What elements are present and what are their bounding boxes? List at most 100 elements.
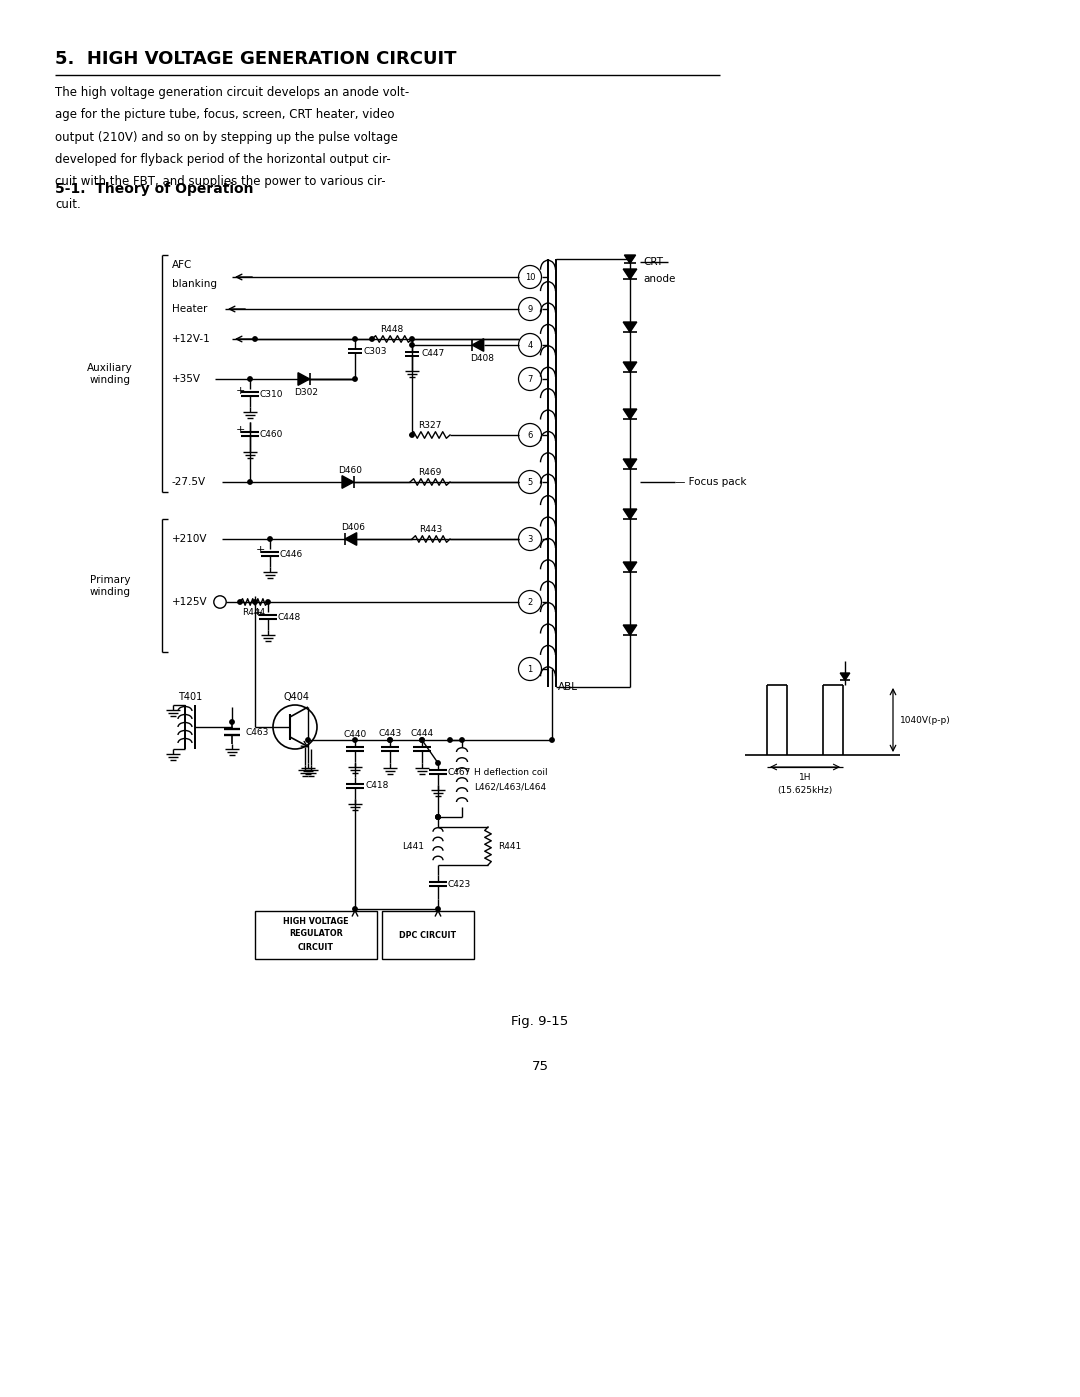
Text: +: + bbox=[254, 608, 264, 617]
Text: AFC: AFC bbox=[172, 260, 192, 270]
Text: L462/L463/L464: L462/L463/L464 bbox=[474, 782, 546, 792]
Circle shape bbox=[388, 738, 392, 742]
Circle shape bbox=[247, 479, 253, 485]
Text: C463: C463 bbox=[246, 728, 269, 736]
Text: cuit.: cuit. bbox=[55, 198, 81, 211]
Text: C446: C446 bbox=[280, 549, 303, 559]
Text: age for the picture tube, focus, screen, CRT heater, video: age for the picture tube, focus, screen,… bbox=[55, 108, 394, 122]
Text: R327: R327 bbox=[418, 420, 442, 429]
Polygon shape bbox=[623, 562, 637, 573]
Polygon shape bbox=[623, 270, 637, 279]
Text: C448: C448 bbox=[278, 612, 301, 622]
Text: — Focus pack: — Focus pack bbox=[675, 476, 746, 488]
Polygon shape bbox=[623, 624, 637, 636]
Circle shape bbox=[448, 738, 453, 742]
Text: C418: C418 bbox=[365, 781, 389, 791]
Polygon shape bbox=[840, 673, 850, 680]
Circle shape bbox=[409, 433, 415, 437]
Circle shape bbox=[253, 337, 257, 341]
Text: The high voltage generation circuit develops an anode volt-: The high voltage generation circuit deve… bbox=[55, 85, 409, 99]
Circle shape bbox=[353, 377, 357, 381]
Text: 5: 5 bbox=[527, 478, 532, 486]
Text: 10: 10 bbox=[525, 272, 536, 282]
Text: C310: C310 bbox=[260, 390, 283, 398]
Circle shape bbox=[420, 738, 424, 742]
Text: ABL: ABL bbox=[558, 682, 578, 692]
Text: D302: D302 bbox=[294, 387, 318, 397]
Polygon shape bbox=[623, 321, 637, 332]
Polygon shape bbox=[342, 476, 354, 489]
Circle shape bbox=[409, 342, 415, 348]
Text: D460: D460 bbox=[338, 465, 362, 475]
Text: (15.625kHz): (15.625kHz) bbox=[778, 785, 833, 795]
Text: +: + bbox=[256, 545, 266, 555]
Text: R448: R448 bbox=[380, 324, 404, 334]
Text: D408: D408 bbox=[470, 353, 494, 362]
Text: REGULATOR: REGULATOR bbox=[289, 929, 342, 939]
Circle shape bbox=[436, 761, 441, 766]
Circle shape bbox=[420, 738, 424, 742]
Polygon shape bbox=[623, 460, 637, 469]
Text: Primary
winding: Primary winding bbox=[90, 576, 131, 597]
Text: 75: 75 bbox=[531, 1060, 549, 1073]
Text: C303: C303 bbox=[364, 346, 388, 355]
Text: C443: C443 bbox=[378, 728, 402, 738]
Text: C440: C440 bbox=[343, 729, 366, 739]
Text: D406: D406 bbox=[341, 522, 365, 531]
Text: 1: 1 bbox=[527, 665, 532, 673]
Circle shape bbox=[550, 738, 554, 742]
Text: Auxiliary
winding: Auxiliary winding bbox=[87, 363, 133, 384]
Polygon shape bbox=[623, 409, 637, 419]
Circle shape bbox=[306, 738, 310, 742]
Text: 1H: 1H bbox=[799, 773, 811, 781]
Circle shape bbox=[353, 337, 357, 341]
Circle shape bbox=[436, 814, 441, 819]
Circle shape bbox=[460, 738, 464, 742]
Polygon shape bbox=[298, 373, 310, 386]
Text: H deflection coil: H deflection coil bbox=[474, 767, 548, 777]
Circle shape bbox=[388, 738, 392, 742]
Text: R441: R441 bbox=[498, 841, 522, 851]
Text: HIGH VOLTAGE: HIGH VOLTAGE bbox=[283, 916, 349, 925]
Text: L441: L441 bbox=[402, 841, 424, 851]
Text: +210V: +210V bbox=[172, 534, 207, 543]
Text: +12V-1: +12V-1 bbox=[172, 334, 211, 344]
Text: cuit with the FBT, and supplies the power to various cir-: cuit with the FBT, and supplies the powe… bbox=[55, 176, 386, 189]
Polygon shape bbox=[623, 509, 637, 520]
Circle shape bbox=[436, 814, 441, 819]
Text: 5.  HIGH VOLTAGE GENERATION CIRCUIT: 5. HIGH VOLTAGE GENERATION CIRCUIT bbox=[55, 50, 457, 68]
Text: CIRCUIT: CIRCUIT bbox=[298, 943, 334, 951]
Text: Fig. 9-15: Fig. 9-15 bbox=[511, 1016, 569, 1028]
Text: anode: anode bbox=[643, 274, 675, 284]
Text: -27.5V: -27.5V bbox=[172, 476, 206, 488]
Text: C467: C467 bbox=[448, 767, 471, 777]
Text: 7: 7 bbox=[527, 374, 532, 384]
Bar bbox=[255, 911, 377, 958]
Text: Q404: Q404 bbox=[284, 692, 310, 703]
Circle shape bbox=[253, 599, 257, 604]
Text: 9: 9 bbox=[527, 305, 532, 313]
Circle shape bbox=[238, 599, 242, 604]
Circle shape bbox=[268, 536, 272, 541]
Text: R469: R469 bbox=[418, 468, 442, 476]
Text: blanking: blanking bbox=[172, 279, 217, 289]
Text: +35V: +35V bbox=[172, 374, 201, 384]
Text: R444: R444 bbox=[242, 608, 266, 616]
Text: +125V: +125V bbox=[172, 597, 207, 608]
Circle shape bbox=[353, 738, 357, 742]
Circle shape bbox=[230, 719, 234, 724]
Text: +: + bbox=[237, 386, 245, 395]
Text: R443: R443 bbox=[419, 524, 443, 534]
Text: developed for flyback period of the horizontal output cir-: developed for flyback period of the hori… bbox=[55, 154, 391, 166]
Text: C423: C423 bbox=[448, 880, 471, 888]
Circle shape bbox=[409, 337, 415, 341]
Text: 4: 4 bbox=[527, 341, 532, 349]
Polygon shape bbox=[472, 338, 484, 351]
Text: 1040V(p-p): 1040V(p-p) bbox=[900, 715, 950, 725]
Text: 6: 6 bbox=[527, 430, 532, 440]
Text: 5-1.  Theory of Operation: 5-1. Theory of Operation bbox=[55, 182, 254, 196]
Text: DPC CIRCUIT: DPC CIRCUIT bbox=[400, 930, 457, 940]
Text: +: + bbox=[237, 425, 245, 434]
Bar bbox=[382, 911, 474, 958]
Text: T401: T401 bbox=[178, 692, 202, 703]
